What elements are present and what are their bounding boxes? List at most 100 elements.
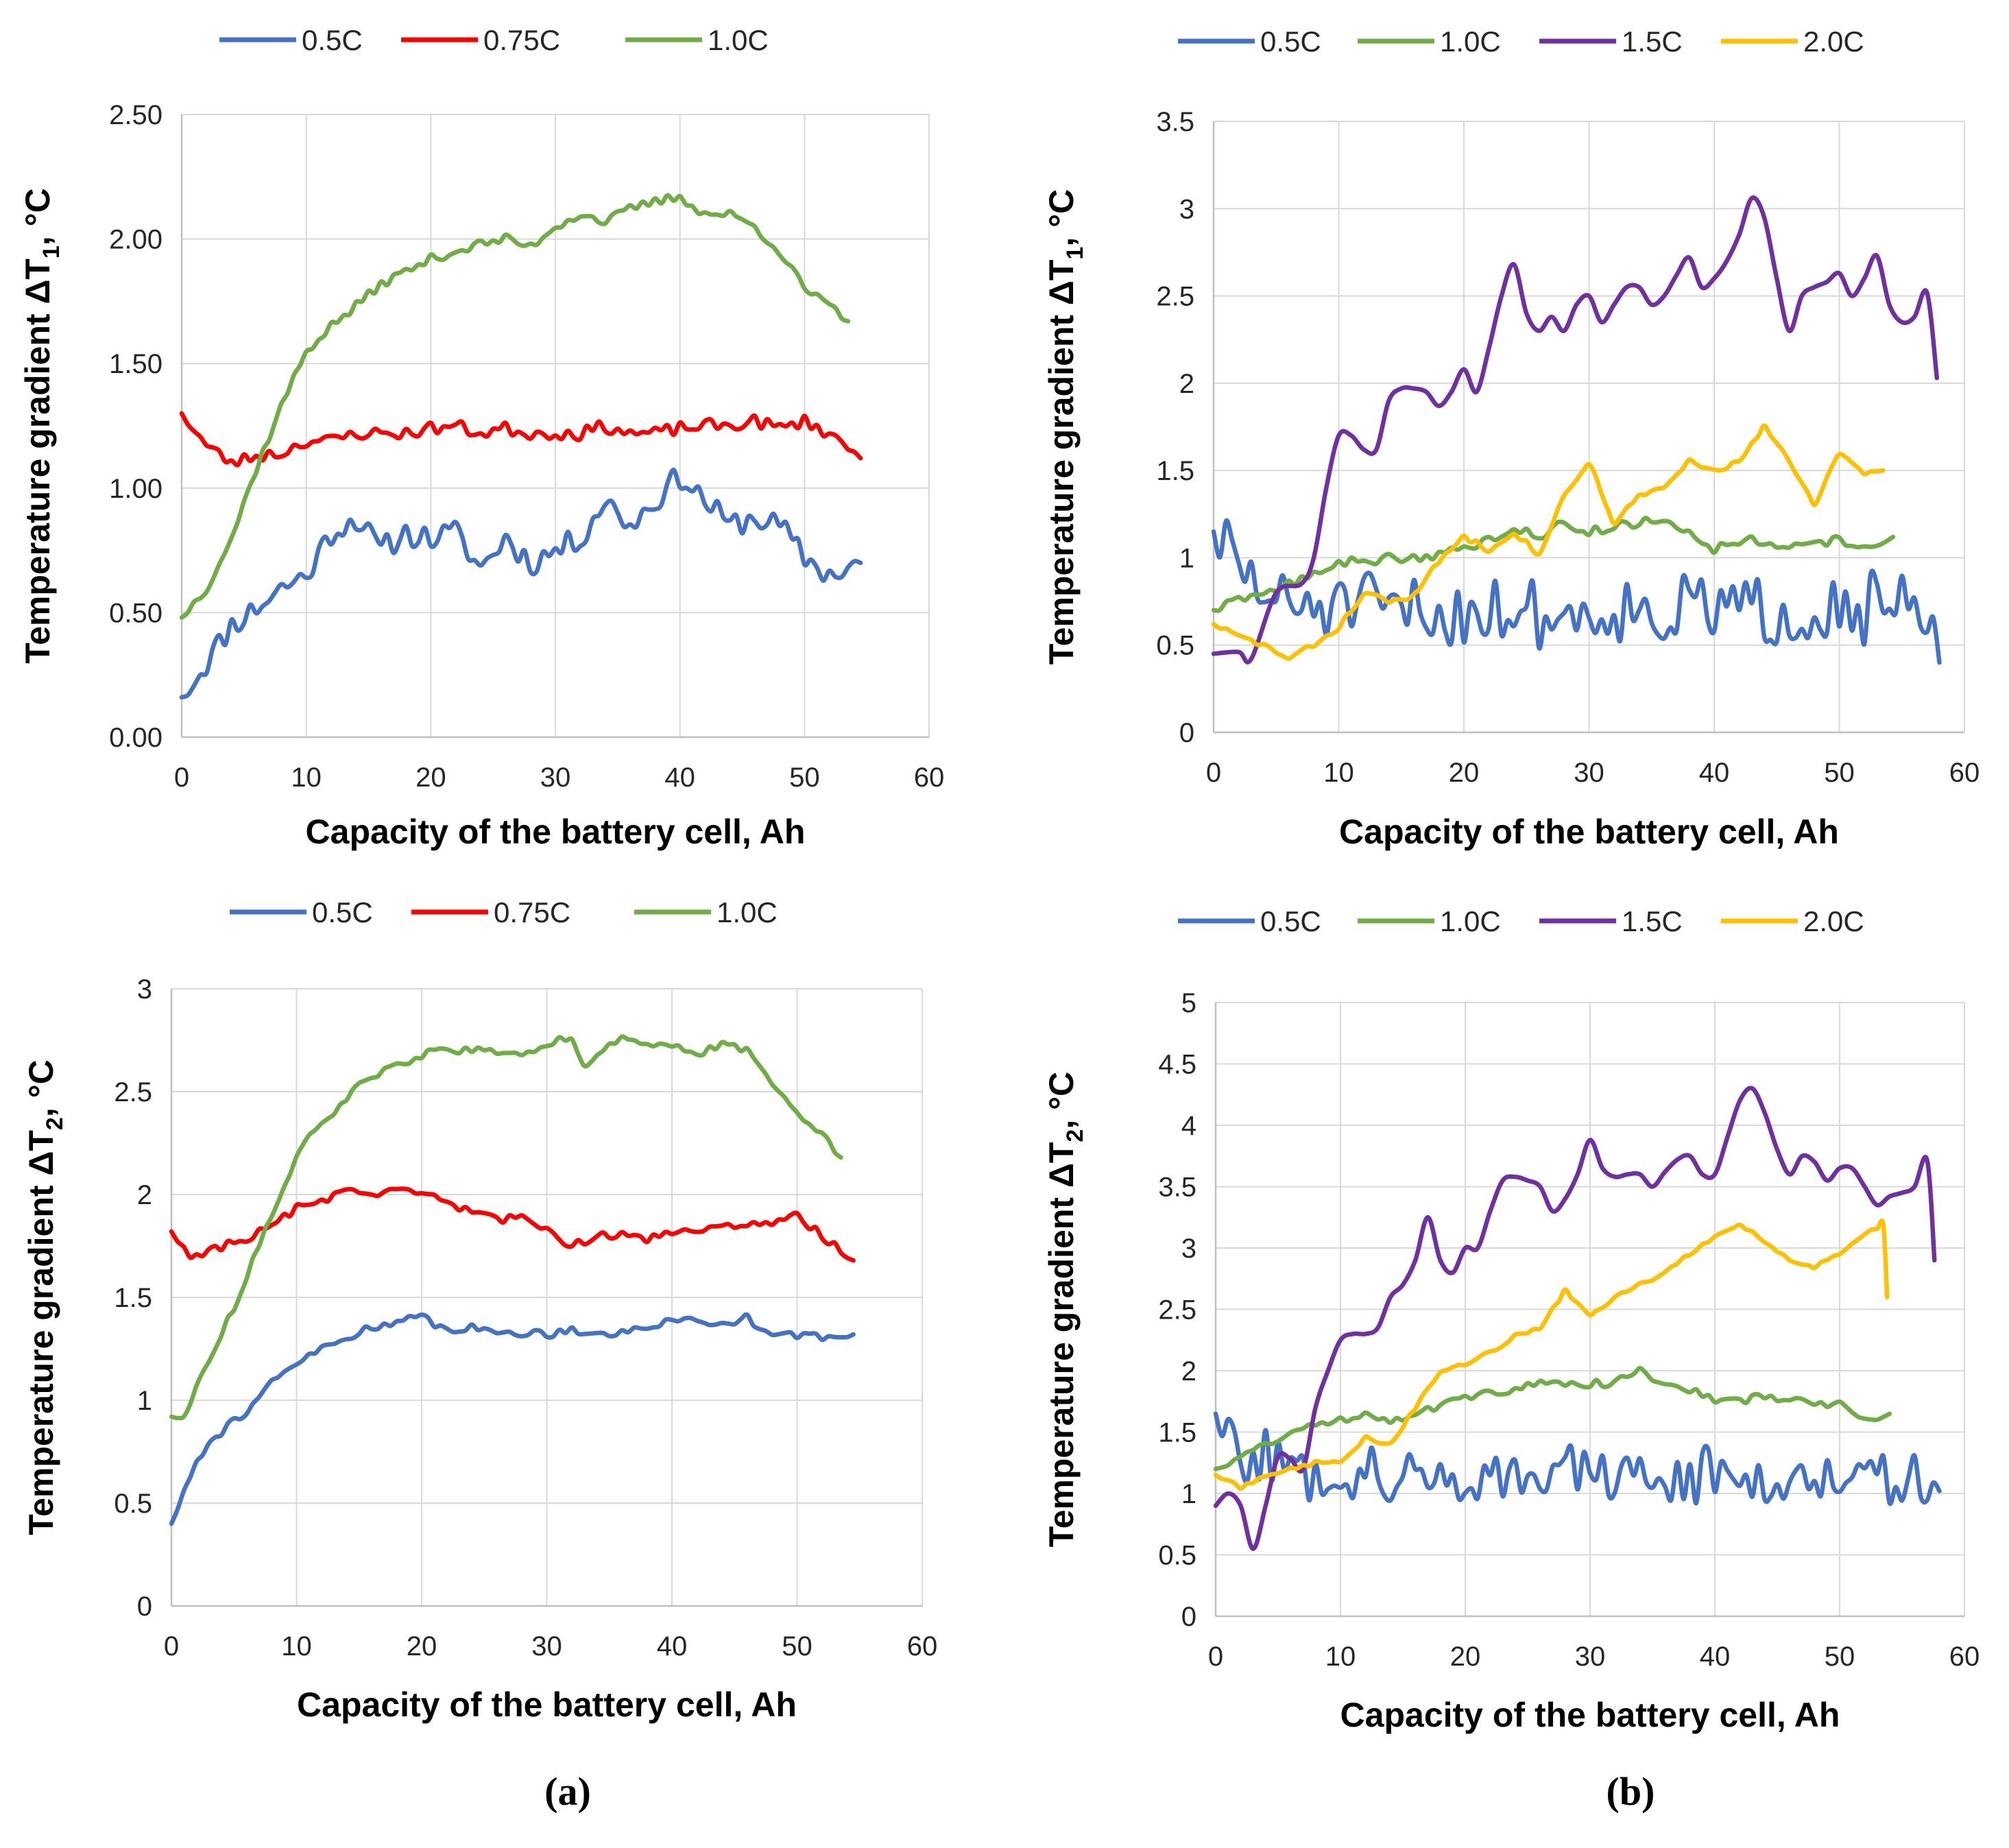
y-tick-label: 0.5 (1158, 1541, 1196, 1571)
series-line-0-75C (179, 411, 863, 468)
x-tick-label: 50 (782, 1631, 813, 1661)
y-tick-label: 1 (1181, 1479, 1196, 1509)
y-axis-title-main: Temperature gradient ΔT (1042, 1142, 1081, 1548)
legend-label: 1.0C (1440, 905, 1501, 937)
legend-label: 0.5C (302, 24, 363, 56)
y-tick-label: 1.50 (109, 349, 163, 379)
y-axis-title-unit: , °C (1042, 189, 1081, 247)
y-tick-label: 4.5 (1158, 1050, 1196, 1080)
legend-label: 0.75C (494, 896, 570, 928)
y-axis-title-unit: , °C (22, 1059, 60, 1117)
y-tick-label: 2 (137, 1180, 152, 1210)
y-tick-label: 3.5 (1156, 107, 1194, 137)
y-tick-label: 1.5 (1156, 456, 1194, 486)
x-tick-label: 60 (914, 763, 945, 793)
x-tick-label: 10 (291, 763, 322, 793)
legend-label: 1.0C (717, 896, 778, 928)
y-tick-label: 0.5 (114, 1489, 152, 1519)
y-tick-label: 0.50 (109, 598, 163, 628)
y-tick-label: 3 (1181, 1234, 1196, 1264)
y-tick-label: 3 (137, 974, 152, 1005)
series-line-1-0C (1213, 1366, 1892, 1472)
y-tick-label: 3.5 (1158, 1173, 1196, 1203)
x-tick-label: 0 (174, 763, 189, 793)
x-tick-label: 10 (281, 1631, 312, 1661)
y-tick-label: 0.00 (109, 723, 163, 753)
x-tick-label: 20 (407, 1631, 437, 1661)
y-tick-label: 2.5 (1156, 282, 1194, 312)
y-axis-title-main: Temperature gradient ΔT (19, 259, 57, 664)
y-tick-label: 0 (137, 1592, 152, 1622)
x-tick-label: 50 (1824, 758, 1855, 788)
x-tick-label: 0 (1206, 758, 1221, 788)
y-tick-label: 3 (1179, 194, 1194, 224)
y-tick-label: 0 (1179, 718, 1194, 748)
y-tick-label: 5 (1181, 988, 1196, 1018)
chart-a-top: 0 10 20 30 40 50 60 0.00 0.50 1.00 1.50 2.00 2.50 0.5… (19, 24, 944, 851)
series-line-1-0C (179, 193, 851, 620)
y-tick-label: 2 (1179, 369, 1194, 399)
legend-label: 1.5C (1622, 25, 1683, 58)
y-tick-label: 2.50 (109, 100, 163, 130)
x-tick-label: 40 (1700, 1642, 1731, 1672)
y-tick-label: 1.5 (1158, 1418, 1196, 1448)
x-tick-label: 10 (1323, 758, 1354, 788)
legend-label: 1.5C (1622, 905, 1683, 937)
y-axis-title-unit: , °C (1042, 1072, 1081, 1129)
y-axis-title: Temperature gradient ΔT2, °C (1042, 1072, 1088, 1548)
x-axis-title: Capacity of the battery cell, Ah (297, 1685, 797, 1724)
legend-label: 0.75C (483, 24, 560, 56)
series-line-0-5C (1213, 1411, 1942, 1507)
y-axis-title-main: Temperature gradient ΔT (22, 1130, 60, 1535)
x-axis-title: Capacity of the battery cell, Ah (1339, 813, 1839, 851)
x-tick-label: 60 (1949, 1642, 1980, 1672)
x-tick-label: 40 (657, 1631, 688, 1661)
y-axis-title-subscript: 2 (1062, 1129, 1088, 1142)
series-line-1-0C (169, 1034, 843, 1421)
series-line-0-5C (179, 467, 863, 700)
x-tick-label: 30 (531, 1631, 562, 1661)
y-tick-label: 0 (1181, 1602, 1196, 1632)
x-tick-label: 20 (1450, 1642, 1481, 1672)
y-tick-label: 1 (137, 1386, 152, 1416)
y-tick-label: 1.00 (109, 474, 163, 504)
x-tick-label: 30 (540, 763, 571, 793)
y-axis-title: Temperature gradient ΔT1, °C (1042, 189, 1088, 665)
y-axis-title: Temperature gradient ΔT2, °C (22, 1059, 68, 1535)
y-axis-title-main: Temperature gradient ΔT (1042, 260, 1081, 665)
series-line-0-75C (169, 1186, 856, 1263)
series-line-2-0C (1211, 423, 1886, 661)
series-line-1-5C (1211, 195, 1940, 665)
chart-b-bottom: 0 10 20 30 40 50 60 0 0.5 1 1.5 2 2.5 3 3.5 4 4.5 5 0.5C 1.… (1042, 905, 1980, 1734)
x-axis-title: Capacity of the battery cell, Ah (1340, 1696, 1840, 1734)
x-tick-label: 20 (1449, 758, 1480, 788)
y-tick-label: 1 (1179, 543, 1194, 573)
x-tick-label: 50 (1825, 1642, 1855, 1672)
x-tick-label: 30 (1575, 1642, 1606, 1672)
series-line-0-5C (169, 1312, 856, 1526)
chart-a-bottom: 0 10 20 30 40 50 60 0 0.5 1 1.5 2 2.5 3 0.5C 0.75C 1.0C C… (22, 896, 937, 1724)
y-tick-label: 2.5 (1158, 1295, 1196, 1325)
x-tick-label: 20 (416, 763, 446, 793)
x-tick-label: 30 (1574, 758, 1604, 788)
x-tick-label: 40 (664, 763, 695, 793)
y-axis-title-subscript: 1 (1062, 247, 1088, 260)
legend-label: 0.5C (1260, 905, 1321, 937)
legend-label: 2.0C (1803, 25, 1864, 58)
panel-label-b: (b) (1607, 1769, 1655, 1814)
y-tick-label: 2 (1181, 1356, 1196, 1387)
y-axis-title-subscript: 2 (42, 1117, 68, 1130)
y-axis-title-unit: , °C (19, 188, 57, 245)
series-line-1-5C (1213, 1085, 1937, 1551)
y-axis-title: Temperature gradient ΔT1, °C (19, 188, 64, 664)
series-line-2-0C (1213, 1218, 1890, 1491)
x-tick-label: 10 (1325, 1642, 1356, 1672)
x-tick-label: 60 (1949, 758, 1980, 788)
x-axis-title: Capacity of the battery cell, Ah (306, 813, 806, 851)
x-tick-label: 50 (789, 763, 820, 793)
y-tick-label: 2.00 (109, 225, 163, 255)
chart-b-top: 0 10 20 30 40 50 60 0 0.5 1 1.5 2 2.5 3 3.5 0.5C 1.0C 1.5… (1042, 25, 1980, 851)
y-tick-label: 0.5 (1156, 631, 1194, 661)
